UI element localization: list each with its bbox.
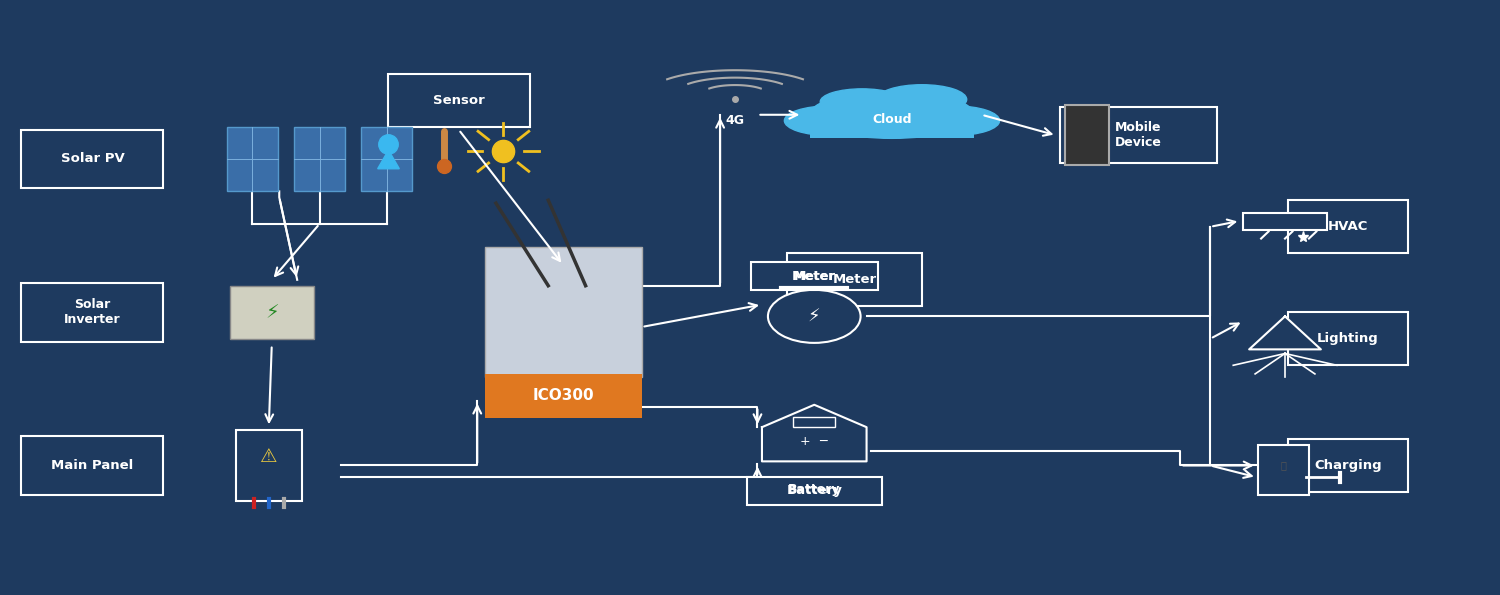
FancyBboxPatch shape (362, 127, 413, 192)
FancyBboxPatch shape (21, 130, 164, 189)
FancyBboxPatch shape (1288, 312, 1407, 365)
Ellipse shape (821, 89, 904, 115)
Text: Main Panel: Main Panel (51, 459, 134, 472)
FancyBboxPatch shape (387, 74, 530, 127)
Text: ⚡: ⚡ (808, 308, 820, 325)
Text: HVAC: HVAC (1328, 220, 1368, 233)
FancyBboxPatch shape (810, 115, 974, 139)
Ellipse shape (810, 91, 974, 139)
FancyBboxPatch shape (230, 286, 314, 339)
Ellipse shape (768, 290, 861, 343)
Text: ⚠: ⚠ (260, 447, 278, 466)
FancyBboxPatch shape (1288, 439, 1407, 492)
Text: ICO300: ICO300 (532, 389, 594, 403)
Ellipse shape (910, 106, 999, 136)
Text: Solar PV: Solar PV (60, 152, 124, 165)
Text: Meter: Meter (794, 270, 836, 283)
Text: Solar
Inverter: Solar Inverter (64, 298, 122, 326)
Text: 4G: 4G (726, 114, 744, 127)
Text: Mobile
Device: Mobile Device (1114, 121, 1162, 149)
FancyBboxPatch shape (1244, 213, 1328, 230)
FancyBboxPatch shape (1060, 108, 1217, 164)
Text: Lighting: Lighting (1317, 332, 1378, 345)
Polygon shape (1250, 317, 1322, 349)
Text: ⬛: ⬛ (1281, 461, 1287, 471)
FancyBboxPatch shape (1288, 201, 1407, 253)
Polygon shape (762, 405, 867, 461)
FancyBboxPatch shape (747, 477, 882, 505)
FancyBboxPatch shape (484, 374, 642, 418)
FancyBboxPatch shape (484, 248, 642, 377)
FancyBboxPatch shape (788, 253, 922, 306)
FancyBboxPatch shape (750, 262, 878, 290)
Ellipse shape (878, 84, 966, 114)
Text: Sensor: Sensor (432, 93, 484, 107)
Text: +  −: + − (800, 436, 830, 449)
Text: Battery: Battery (788, 483, 840, 496)
FancyBboxPatch shape (1065, 105, 1108, 165)
Text: Meter: Meter (792, 270, 837, 283)
FancyBboxPatch shape (1258, 446, 1310, 495)
Ellipse shape (784, 106, 874, 136)
FancyBboxPatch shape (236, 430, 302, 501)
Text: Meter: Meter (833, 273, 876, 286)
Text: Battery: Battery (786, 484, 842, 497)
Text: Charging: Charging (1314, 459, 1382, 472)
Text: Cloud: Cloud (871, 113, 912, 126)
FancyBboxPatch shape (226, 127, 278, 192)
FancyBboxPatch shape (21, 436, 164, 495)
FancyBboxPatch shape (794, 416, 836, 427)
Text: ⚡: ⚡ (266, 303, 279, 322)
FancyBboxPatch shape (294, 127, 345, 192)
FancyBboxPatch shape (21, 283, 164, 342)
